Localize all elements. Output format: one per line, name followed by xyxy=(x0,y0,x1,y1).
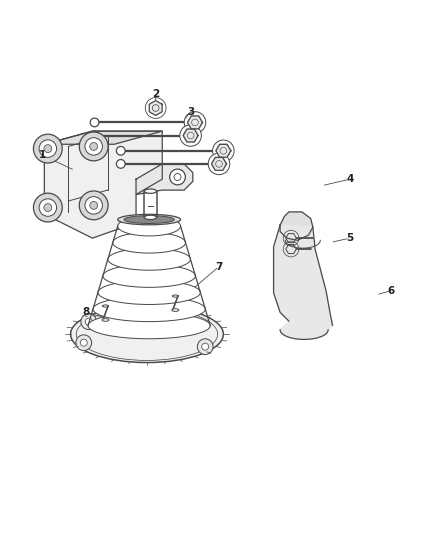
Ellipse shape xyxy=(173,295,178,297)
Circle shape xyxy=(117,147,125,155)
Polygon shape xyxy=(286,245,296,254)
Polygon shape xyxy=(187,116,202,129)
Text: 3: 3 xyxy=(187,107,194,117)
Circle shape xyxy=(33,134,62,163)
Circle shape xyxy=(85,197,102,214)
Circle shape xyxy=(90,131,99,140)
Ellipse shape xyxy=(172,309,179,311)
Circle shape xyxy=(85,138,102,155)
Polygon shape xyxy=(136,164,193,195)
Polygon shape xyxy=(44,131,162,144)
Circle shape xyxy=(39,140,57,157)
Polygon shape xyxy=(280,212,313,240)
Polygon shape xyxy=(274,225,332,340)
Circle shape xyxy=(85,318,92,325)
Ellipse shape xyxy=(93,296,205,321)
Polygon shape xyxy=(212,157,226,171)
Circle shape xyxy=(79,132,108,161)
Text: 8: 8 xyxy=(82,308,89,317)
Ellipse shape xyxy=(145,215,156,220)
Text: 1: 1 xyxy=(39,150,46,160)
Ellipse shape xyxy=(113,232,186,253)
Ellipse shape xyxy=(103,264,195,287)
Circle shape xyxy=(90,201,98,209)
Polygon shape xyxy=(187,116,202,129)
Circle shape xyxy=(81,314,97,329)
Ellipse shape xyxy=(102,319,109,321)
Polygon shape xyxy=(286,233,296,243)
Circle shape xyxy=(90,142,98,150)
Ellipse shape xyxy=(118,216,180,236)
Circle shape xyxy=(33,193,62,222)
Ellipse shape xyxy=(102,305,108,307)
Text: 4: 4 xyxy=(346,174,353,184)
Circle shape xyxy=(44,144,52,152)
Circle shape xyxy=(208,153,230,175)
Text: 7: 7 xyxy=(215,262,223,271)
Circle shape xyxy=(170,169,185,185)
Ellipse shape xyxy=(98,280,200,304)
Circle shape xyxy=(39,199,57,216)
Ellipse shape xyxy=(71,306,223,362)
Circle shape xyxy=(198,339,213,354)
Polygon shape xyxy=(183,129,198,142)
Text: 2: 2 xyxy=(152,89,159,99)
Circle shape xyxy=(44,204,52,212)
Circle shape xyxy=(184,111,206,133)
Circle shape xyxy=(80,339,87,346)
Circle shape xyxy=(180,125,201,146)
Polygon shape xyxy=(216,144,231,157)
Ellipse shape xyxy=(145,189,156,193)
Polygon shape xyxy=(216,144,231,157)
Ellipse shape xyxy=(108,248,191,270)
Ellipse shape xyxy=(118,214,180,225)
Polygon shape xyxy=(149,101,162,116)
Polygon shape xyxy=(44,131,162,238)
Circle shape xyxy=(212,140,234,161)
Polygon shape xyxy=(183,129,198,142)
Circle shape xyxy=(79,191,108,220)
Text: 5: 5 xyxy=(346,233,353,243)
Ellipse shape xyxy=(124,216,174,223)
Circle shape xyxy=(201,343,208,350)
Circle shape xyxy=(76,335,92,351)
Ellipse shape xyxy=(88,312,210,339)
Circle shape xyxy=(117,159,125,168)
Polygon shape xyxy=(212,157,226,171)
Text: 6: 6 xyxy=(388,286,395,295)
Circle shape xyxy=(90,118,99,127)
